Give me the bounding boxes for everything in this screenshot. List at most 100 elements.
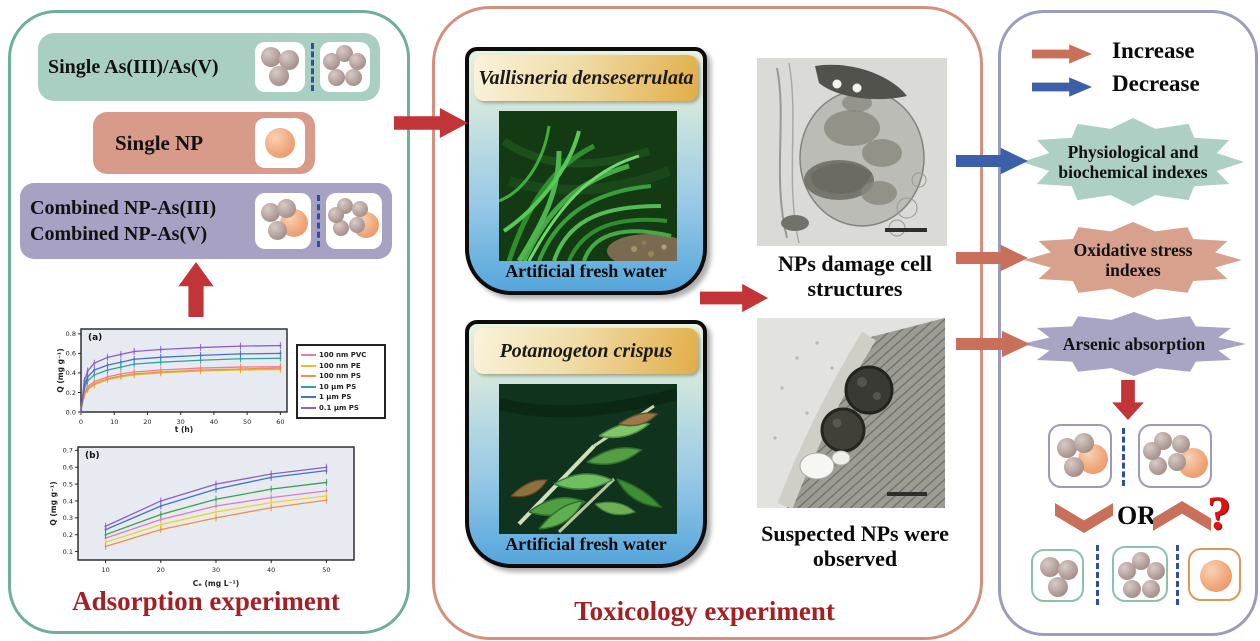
svg-text:Q (mg g⁻¹): Q (mg g⁻¹)	[49, 481, 58, 525]
svg-text:(b): (b)	[85, 451, 100, 461]
sphere-icon	[323, 53, 340, 70]
dashed-divider	[1122, 428, 1125, 486]
single-np-label: Single NP	[115, 130, 204, 155]
increase-label: Increase	[1112, 38, 1195, 63]
sphere-icon	[336, 45, 353, 62]
sphere-icon	[1132, 552, 1150, 570]
as3-result-box	[1031, 549, 1084, 602]
sphere-icon	[345, 69, 362, 86]
single-arsenic-label: Single As(III)/As(V)	[48, 55, 219, 78]
svg-text:30: 30	[212, 566, 220, 574]
sphere-icon	[277, 199, 296, 218]
combined-np-as5-label: Combined NP-As(V)	[30, 223, 208, 245]
sphere-icon	[1074, 433, 1094, 453]
question-mark: ?	[1207, 487, 1231, 540]
combined5-square	[326, 193, 382, 249]
sphere-icon	[1057, 438, 1077, 458]
svg-text:t (h): t (h)	[175, 425, 193, 434]
sphere-icon	[1123, 580, 1141, 598]
svg-text:40: 40	[267, 566, 275, 574]
sphere-icon	[1172, 435, 1190, 453]
decrease-label: Decrease	[1112, 71, 1200, 96]
sphere-icon	[1040, 557, 1060, 577]
kinetics-chart: 0 10 20 30 40 50 60 0.0 0.2 0.4 0.6 0.8 (a) t (h) Q (m…	[56, 328, 288, 434]
sphere-icon	[261, 47, 281, 67]
sphere-icon	[349, 217, 365, 233]
np-result-box	[1188, 548, 1241, 601]
svg-text:10: 10	[110, 418, 118, 426]
svg-text:0.7: 0.7	[63, 447, 73, 455]
svg-text:0.6: 0.6	[66, 350, 76, 358]
nanoplastic-icon	[265, 128, 295, 158]
svg-text:0.4: 0.4	[66, 369, 76, 377]
svg-text:20: 20	[157, 566, 165, 574]
combined-label: Combined NP-As(III) Combined NP-As(V)	[30, 195, 255, 247]
sphere-icon	[328, 69, 345, 86]
vallisneria-name: Vallisneria denseserrulata	[474, 55, 698, 101]
svg-text:10: 10	[101, 566, 109, 574]
sphere-icon	[333, 220, 349, 236]
isotherm-chart: 10 20 30 40 50 0.1 0.2 0.3 0.4 0.5 0.6 0.7 (b) Cₑ (mg…	[49, 446, 355, 588]
sphere-icon	[328, 207, 344, 223]
svg-text:0.1: 0.1	[63, 548, 73, 556]
as5-particles-square	[320, 42, 370, 92]
svg-text:0.5: 0.5	[63, 480, 73, 488]
svg-text:0.8: 0.8	[66, 330, 76, 338]
sphere-icon	[1147, 562, 1165, 580]
sphere-icon	[1058, 560, 1078, 580]
svg-text:20: 20	[143, 418, 151, 426]
dashed-divider	[1096, 545, 1099, 605]
sphere-icon	[1168, 453, 1186, 471]
svg-text:Q (mg g⁻¹): Q (mg g⁻¹)	[56, 348, 65, 392]
toxicology-title: Toxicology experiment	[574, 596, 835, 626]
combined3-square	[255, 193, 311, 249]
svg-text:50: 50	[243, 418, 251, 426]
combined-np-as3-label: Combined NP-As(III)	[30, 197, 217, 219]
sphere-icon	[1118, 562, 1136, 580]
single-arsenic-box: Single As(III)/As(V)	[38, 33, 380, 101]
sphere-icon	[1064, 457, 1084, 477]
potamogeton-photo	[499, 384, 677, 534]
svg-text:0.2: 0.2	[63, 531, 73, 539]
tem-micrograph-cell	[757, 58, 947, 246]
svg-text:40: 40	[210, 418, 218, 426]
chart-legend: 100 nm PVC 100 nm PE 100 nm PS 10 μm PS 1 μm…	[296, 344, 386, 419]
svg-text:Cₑ (mg L⁻¹): Cₑ (mg L⁻¹)	[193, 579, 239, 588]
sphere-icon	[1143, 442, 1161, 460]
svg-text:0.2: 0.2	[66, 389, 76, 397]
sphere-icon	[268, 221, 287, 240]
sphere-icon	[261, 203, 280, 222]
svg-text:(a): (a)	[88, 333, 102, 343]
beaker-vallisneria: Vallisneria denseserrulata Artificial fr…	[465, 47, 707, 295]
sphere-icon	[269, 66, 289, 86]
vallisneria-photo	[499, 111, 677, 261]
artificial-water-label: Artificial fresh water	[505, 261, 667, 281]
sphere-icon	[1142, 580, 1160, 598]
svg-text:0: 0	[79, 418, 83, 426]
combined-box: Combined NP-As(III) Combined NP-As(V)	[20, 183, 392, 259]
sphere-icon	[1149, 457, 1167, 475]
sphere-icon	[279, 50, 299, 70]
tem1-caption: NPs damage cell structures	[778, 251, 932, 301]
beaker-potamogeton: Potamogeton crispus Artificial fresh wat…	[465, 320, 707, 568]
sphere-icon	[1048, 577, 1068, 597]
svg-text:0.4: 0.4	[63, 497, 73, 505]
or-label: OR	[1117, 501, 1156, 530]
np-particle-square	[255, 118, 305, 168]
svg-text:30: 30	[177, 418, 185, 426]
dashed-divider	[317, 195, 320, 247]
tem2-caption: Suspected NPs were observed	[761, 521, 949, 571]
sphere-icon	[349, 53, 366, 70]
adsorption-title: Adsorption experiment	[72, 586, 340, 616]
single-np-box: Single NP	[93, 112, 315, 174]
combined5-result-box	[1138, 424, 1212, 488]
svg-text:50: 50	[322, 566, 330, 574]
as3-particles-square	[255, 42, 305, 92]
tem-micrograph-nps	[757, 318, 945, 508]
as5-result-box	[1112, 546, 1168, 602]
potamogeton-name: Potamogeton crispus	[474, 328, 698, 374]
dashed-divider	[1176, 545, 1179, 605]
svg-text:60: 60	[276, 418, 284, 426]
nanoplastic-icon	[1200, 560, 1232, 592]
